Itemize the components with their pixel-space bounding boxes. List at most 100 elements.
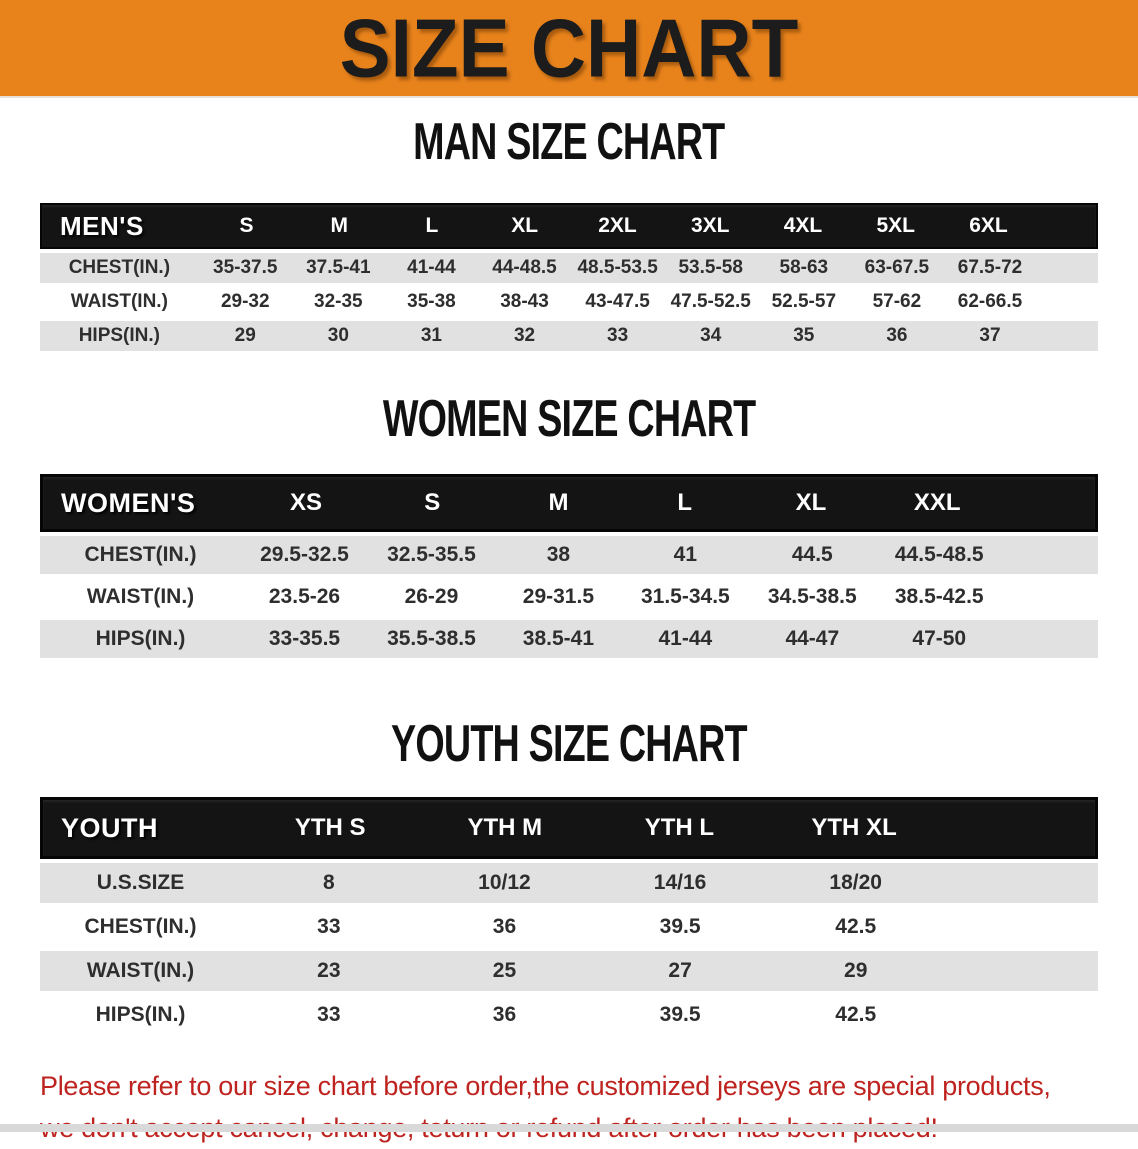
women-row-label-hips-in: HIPS(IN.) xyxy=(40,620,242,658)
men-chest-in-xl: 44-48.5 xyxy=(477,253,572,283)
youth-table-header: YOUTH YTH S YTH M YTH L YTH XL xyxy=(40,797,1098,859)
men-waist-in-3xl: 47.5-52.5 xyxy=(664,287,758,317)
women-chest-in-l: 41 xyxy=(621,536,749,574)
women-heading-text: WOMEN SIZE CHART xyxy=(382,388,756,448)
men-hips-in-6xl: 37 xyxy=(943,321,1037,351)
women-header-size-s: S xyxy=(424,489,441,516)
size-chart-banner: SIZE CHART xyxy=(0,0,1138,98)
youth-chest-in-yth-l: 39.5 xyxy=(592,907,768,947)
women-row-waist-in: WAIST(IN.) 23.5-26 26-29 29-31.5 31.5-34.5 34… xyxy=(40,578,1098,616)
youth-hips-in-yth-s: 33 xyxy=(241,995,417,1035)
women-chest-in-xs: 29.5-32.5 xyxy=(241,536,368,574)
men-header-size-2xl: 2XL xyxy=(598,214,637,237)
men-waist-in-s: 29-32 xyxy=(198,287,292,317)
men-row-filler xyxy=(1036,253,1098,283)
men-header-size-6xl: 6XL xyxy=(969,214,1008,237)
men-waist-in-5xl: 57-62 xyxy=(850,287,944,317)
men-header-size-3xl: 3XL xyxy=(690,214,730,237)
men-table-body: CHEST(IN.) 35-37.5 37.5-41 41-44 44-48.5 48.5… xyxy=(40,249,1098,355)
men-section-heading: MAN SIZE CHART xyxy=(0,111,1138,177)
men-hips-in-3xl: 34 xyxy=(664,321,758,351)
men-header-size-l: L xyxy=(425,214,439,237)
men-hips-in-2xl: 33 xyxy=(571,321,665,351)
women-waist-in-s: 26-29 xyxy=(367,578,495,616)
youth-u-s-size-yth-l: 14/16 xyxy=(592,863,768,903)
youth-waist-in-yth-m: 25 xyxy=(416,951,593,991)
men-waist-in-6xl: 62-66.5 xyxy=(943,287,1037,317)
youth-row-chest-in: CHEST(IN.) 33 36 39.5 42.5 xyxy=(40,907,1098,947)
men-hips-in-l: 31 xyxy=(384,321,478,351)
women-size-table: WOMEN'S XS S M L XL XXL CHEST(IN.) 29.5-32.5 32.… xyxy=(40,474,1098,662)
youth-header-size-yth-l: YTH L xyxy=(644,814,715,841)
youth-row-hips-in: HIPS(IN.) 33 36 39.5 42.5 xyxy=(40,995,1098,1035)
youth-header-size-yth-xl: YTH XL xyxy=(811,814,897,841)
women-header-size-xxl: XXL xyxy=(913,489,961,516)
youth-header-size-yth-s: YTH S xyxy=(294,814,366,841)
women-chest-in-xl: 44.5 xyxy=(748,536,876,574)
youth-size-table: YOUTH YTH S YTH M YTH L YTH XL U.S.SIZE 8 10/1… xyxy=(40,797,1098,1039)
men-hips-in-m: 30 xyxy=(291,321,385,351)
youth-u-s-size-yth-xl: 18/20 xyxy=(767,863,944,903)
men-row-hips-in: HIPS(IN.) 29 30 31 32 33 34 35 36 37 xyxy=(40,321,1098,351)
men-chest-in-6xl: 67.5-72 xyxy=(943,253,1037,283)
youth-heading-text: YOUTH SIZE CHART xyxy=(391,713,748,773)
men-header-size-xl: XL xyxy=(511,214,539,237)
women-row-label-waist-in: WAIST(IN.) xyxy=(40,578,242,616)
men-chest-in-4xl: 58-63 xyxy=(757,253,851,283)
youth-u-s-size-yth-s: 8 xyxy=(241,863,417,903)
women-row-filler xyxy=(1002,578,1098,616)
women-table-body: CHEST(IN.) 29.5-32.5 32.5-35.5 38 41 44.5 44.5… xyxy=(40,532,1098,662)
women-row-filler xyxy=(1002,620,1098,658)
men-chest-in-l: 41-44 xyxy=(384,253,478,283)
women-row-filler xyxy=(1002,536,1098,574)
men-heading-text: MAN SIZE CHART xyxy=(413,111,725,171)
men-hips-in-xl: 32 xyxy=(477,321,572,351)
youth-row-label-chest-in: CHEST(IN.) xyxy=(40,907,242,947)
youth-table-body: U.S.SIZE 8 10/12 14/16 18/20 CHEST(IN.) 33 36 39… xyxy=(40,859,1098,1039)
youth-row-filler xyxy=(943,995,1098,1035)
women-waist-in-xxl: 38.5-42.5 xyxy=(875,578,1003,616)
banner-title: SIZE CHART xyxy=(339,0,799,95)
youth-hips-in-yth-l: 39.5 xyxy=(592,995,768,1035)
women-row-chest-in: CHEST(IN.) 29.5-32.5 32.5-35.5 38 41 44.5 44.5… xyxy=(40,536,1098,574)
women-hips-in-xxl: 47-50 xyxy=(875,620,1003,658)
youth-row-filler xyxy=(943,907,1098,947)
men-chest-in-5xl: 63-67.5 xyxy=(850,253,944,283)
youth-section-heading: YOUTH SIZE CHART xyxy=(0,713,1138,779)
men-header-size-s: S xyxy=(239,214,254,237)
women-waist-in-m: 29-31.5 xyxy=(494,578,622,616)
disclaimer-line-1: Please refer to our size chart before or… xyxy=(40,1071,1051,1101)
men-chest-in-s: 35-37.5 xyxy=(198,253,292,283)
men-row-label-waist-in: WAIST(IN.) xyxy=(40,287,199,317)
women-hips-in-xs: 33-35.5 xyxy=(241,620,368,658)
youth-waist-in-yth-l: 27 xyxy=(592,951,768,991)
youth-row-u-s-size: U.S.SIZE 8 10/12 14/16 18/20 xyxy=(40,863,1098,903)
youth-waist-in-yth-s: 23 xyxy=(241,951,417,991)
men-chest-in-3xl: 53.5-58 xyxy=(664,253,758,283)
youth-chest-in-yth-m: 36 xyxy=(416,907,593,947)
men-waist-in-l: 35-38 xyxy=(384,287,478,317)
men-row-label-chest-in: CHEST(IN.) xyxy=(40,253,199,283)
youth-row-filler xyxy=(943,951,1098,991)
men-row-filler xyxy=(1036,321,1098,351)
men-header-size-m: M xyxy=(330,214,348,237)
men-waist-in-2xl: 43-47.5 xyxy=(571,287,665,317)
men-waist-in-4xl: 52.5-57 xyxy=(757,287,851,317)
men-row-chest-in: CHEST(IN.) 35-37.5 37.5-41 41-44 44-48.5 48.5… xyxy=(40,253,1098,283)
men-header-size-5xl: 5XL xyxy=(876,214,915,237)
women-chest-in-m: 38 xyxy=(494,536,622,574)
women-header-label: WOMEN'S xyxy=(61,487,196,518)
women-hips-in-xl: 44-47 xyxy=(748,620,876,658)
men-row-filler xyxy=(1036,287,1098,317)
women-waist-in-xl: 34.5-38.5 xyxy=(748,578,876,616)
youth-waist-in-yth-xl: 29 xyxy=(767,951,944,991)
women-waist-in-l: 31.5-34.5 xyxy=(621,578,749,616)
men-hips-in-5xl: 36 xyxy=(850,321,944,351)
men-table-header: MEN'S S M L XL 2XL 3XL 4XL 5XL 6XL xyxy=(40,203,1098,249)
men-row-label-hips-in: HIPS(IN.) xyxy=(40,321,199,351)
men-chest-in-m: 37.5-41 xyxy=(291,253,385,283)
men-chest-in-2xl: 48.5-53.5 xyxy=(571,253,665,283)
youth-chest-in-yth-xl: 42.5 xyxy=(767,907,944,947)
women-header-size-xl: XL xyxy=(795,489,827,516)
women-row-label-chest-in: CHEST(IN.) xyxy=(40,536,242,574)
